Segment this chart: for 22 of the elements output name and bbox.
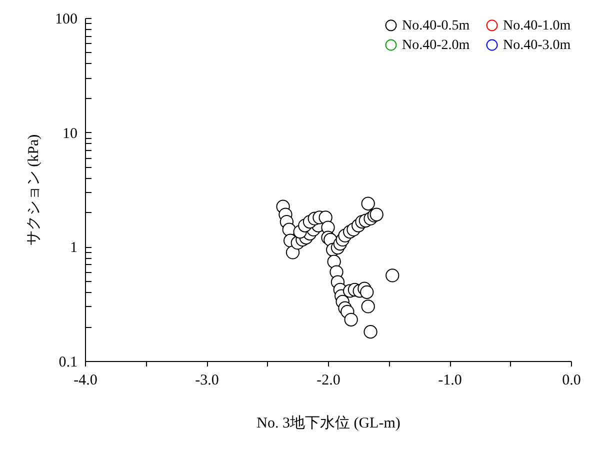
x-tick-label: -4.0 [74, 372, 98, 388]
y-axis-title: サクション (kPa) [26, 134, 42, 246]
point [370, 208, 384, 222]
legend-label: No.40-0.5m [402, 18, 470, 34]
legend-label: No.40-3.0m [503, 38, 571, 53]
x-tick-label: -3.0 [195, 372, 219, 388]
point [361, 300, 375, 314]
legend-label: No.40-1.0m [503, 18, 571, 34]
point [360, 285, 374, 299]
point [344, 312, 358, 326]
x-tick-label: -2.0 [316, 372, 340, 388]
x-tick-label: 0.0 [562, 372, 581, 388]
y-tick-label: 10 [62, 126, 78, 142]
y-tick-label: 1 [70, 240, 78, 256]
point [386, 268, 400, 282]
x-tick-label: -1.0 [438, 372, 462, 388]
y-tick-label: 100 [55, 12, 78, 28]
y-tick-label: 0.1 [58, 354, 78, 370]
point [361, 196, 375, 210]
point [364, 325, 378, 339]
x-axis-title: No. 3地下水位 (GL-m) [256, 414, 400, 432]
legend-label: No.40-2.0m [402, 38, 470, 53]
